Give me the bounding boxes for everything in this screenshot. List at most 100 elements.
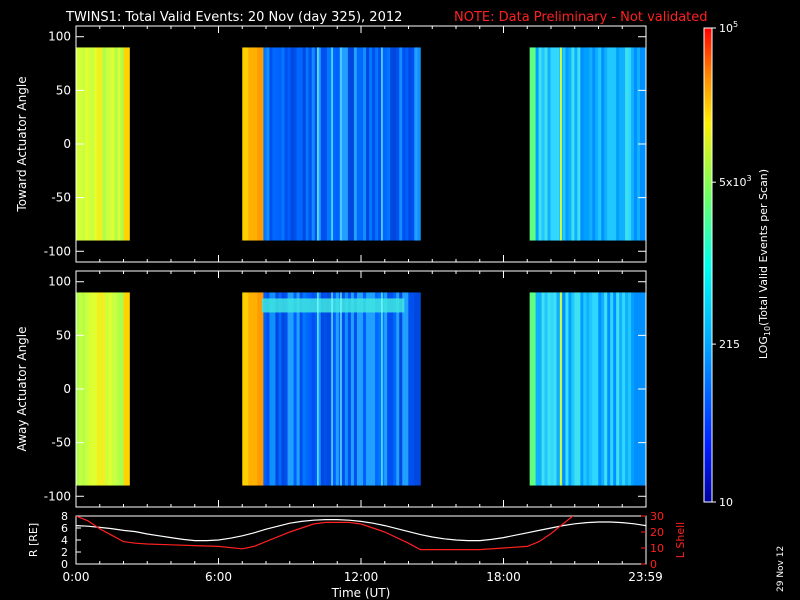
heatmap-strip xyxy=(332,47,337,241)
heatmap-strip xyxy=(625,292,629,486)
heatmap-strip xyxy=(272,292,276,486)
toward-panel-ylabel: Toward Actuator Angle xyxy=(15,76,29,212)
heatmap-strip xyxy=(320,292,325,486)
heatmap-strip xyxy=(378,292,382,486)
heatmap-strip xyxy=(96,292,101,486)
heatmap-streak xyxy=(331,47,333,241)
heatmap-strip xyxy=(308,292,313,486)
heatmap-strip xyxy=(414,292,418,486)
orbit-panel-lines xyxy=(76,516,646,551)
heatmap-strip xyxy=(631,47,635,241)
colorbar-label-sub: 10 xyxy=(763,326,772,336)
heatmap-strip xyxy=(359,292,364,486)
preliminary-note: NOTE: Data Preliminary - Not validated xyxy=(454,10,708,25)
heatmap-strip xyxy=(366,292,370,486)
heatmap-strip xyxy=(293,47,297,241)
heatmap-strip xyxy=(248,47,252,241)
heatmap-strip xyxy=(613,47,617,241)
heatmap-strip xyxy=(287,292,291,486)
heatmap-strip xyxy=(296,292,301,486)
orbit-left-tick-label: 0 xyxy=(61,558,68,571)
heatmap-strip xyxy=(353,292,358,486)
heatmap-strip xyxy=(120,47,124,241)
heatmap-strip xyxy=(335,292,340,486)
orbit-radius-line xyxy=(76,518,646,542)
orbit-left-tick-label: 8 xyxy=(61,510,68,523)
heatmap-streak xyxy=(381,292,383,486)
heatmap-strip xyxy=(347,292,352,486)
heatmap-strip xyxy=(272,47,276,241)
heatmap-strip xyxy=(269,47,273,241)
heatmap-strip xyxy=(535,47,539,241)
orbit-left-tick-label: 4 xyxy=(61,534,68,547)
y-tick-label: 50 xyxy=(56,328,71,342)
heatmap-strip xyxy=(126,47,130,241)
heatmap-strip xyxy=(396,292,400,486)
heatmap-strip xyxy=(254,292,258,486)
heatmap-strip xyxy=(535,292,539,486)
heatmap-strip xyxy=(242,292,246,486)
heatmap-strip xyxy=(284,292,288,486)
heatmap-strip xyxy=(323,292,328,486)
heatmap-strip xyxy=(350,292,355,486)
heatmap-strip xyxy=(384,292,388,486)
colorbar-ticks: 105 5x103 215 10 xyxy=(712,20,752,509)
heatmap-strip xyxy=(634,292,638,486)
colorbar-tick-label: 215 xyxy=(719,338,740,351)
x-axis-label: Time (UT) xyxy=(331,586,391,600)
heatmap-strip xyxy=(619,47,623,241)
heatmap-strip xyxy=(399,292,403,486)
heatmap-strip xyxy=(553,292,557,486)
orbit-right-tick-label: 30 xyxy=(650,510,664,523)
heatmap-strip xyxy=(320,47,325,241)
heatmap-strip xyxy=(242,47,246,241)
heatmap-strip xyxy=(372,47,376,241)
heatmap-strip xyxy=(541,292,545,486)
heatmap-strip xyxy=(332,292,337,486)
heatmap-strip xyxy=(254,47,258,241)
heatmap-strip xyxy=(405,47,409,241)
heatmap-streak xyxy=(331,292,333,486)
heatmap-streak xyxy=(340,292,342,486)
heatmap-strip xyxy=(565,292,569,486)
heatmap-strip xyxy=(117,47,121,241)
heatmap-strip xyxy=(290,47,294,241)
heatmap-strip xyxy=(562,292,566,486)
heatmap-strip xyxy=(417,292,421,486)
heatmap-strip xyxy=(556,47,560,241)
heatmap-strip xyxy=(93,47,98,241)
heatmap-strip xyxy=(287,47,291,241)
heatmap-strip xyxy=(105,292,110,486)
heatmap-strip xyxy=(344,47,349,241)
heatmap-strip xyxy=(350,47,355,241)
heatmap-strip xyxy=(347,47,352,241)
heatmap-strip xyxy=(577,292,581,486)
heatmap-strip xyxy=(369,47,373,241)
heatmap-strip xyxy=(411,292,415,486)
heatmap-streak xyxy=(317,292,319,486)
heatmap-strip xyxy=(317,292,322,486)
heatmap-strip xyxy=(607,292,611,486)
y-tick-label: -50 xyxy=(51,191,71,205)
away-panel: 100 50 0 -50 -100 Away Actuator Angle xyxy=(15,270,647,508)
heatmap-streak xyxy=(559,292,562,486)
heatmap-strip xyxy=(583,292,587,486)
y-tick-label: -100 xyxy=(44,244,71,258)
heatmap-strip xyxy=(341,292,346,486)
heatmap-strip xyxy=(387,47,391,241)
heatmap-streak xyxy=(381,47,383,241)
heatmap-strip xyxy=(363,292,367,486)
heatmap-strip xyxy=(251,292,255,486)
orbit-panel-frame xyxy=(75,515,647,565)
heatmap-strip xyxy=(384,47,388,241)
heatmap-strip xyxy=(356,292,361,486)
heatmap-strip xyxy=(601,292,605,486)
date-stamp: 29 Nov 12 xyxy=(776,546,786,592)
heatmap-strip xyxy=(87,47,92,241)
heatmap-strip xyxy=(341,47,346,241)
figure-title: TWINS1: Total Valid Events: 20 Nov (day … xyxy=(65,10,402,25)
x-tick-label: 0:00 xyxy=(63,570,90,584)
heatmap-strip xyxy=(532,292,536,486)
heatmap-strip xyxy=(571,47,575,241)
